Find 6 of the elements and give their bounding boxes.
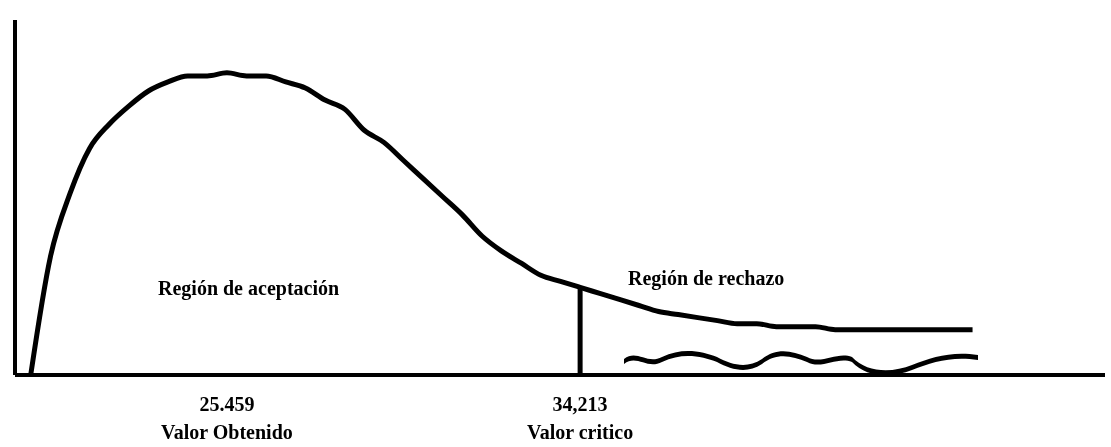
text: Valor Obtenido xyxy=(161,421,293,443)
text: Valor critico xyxy=(527,421,634,443)
annotation: Región de aceptación xyxy=(158,277,340,300)
x-tick-label: 25.459 xyxy=(199,393,255,415)
x-tick-label: 34,213 xyxy=(552,393,608,415)
annotation: Región de rechazo xyxy=(628,267,785,290)
